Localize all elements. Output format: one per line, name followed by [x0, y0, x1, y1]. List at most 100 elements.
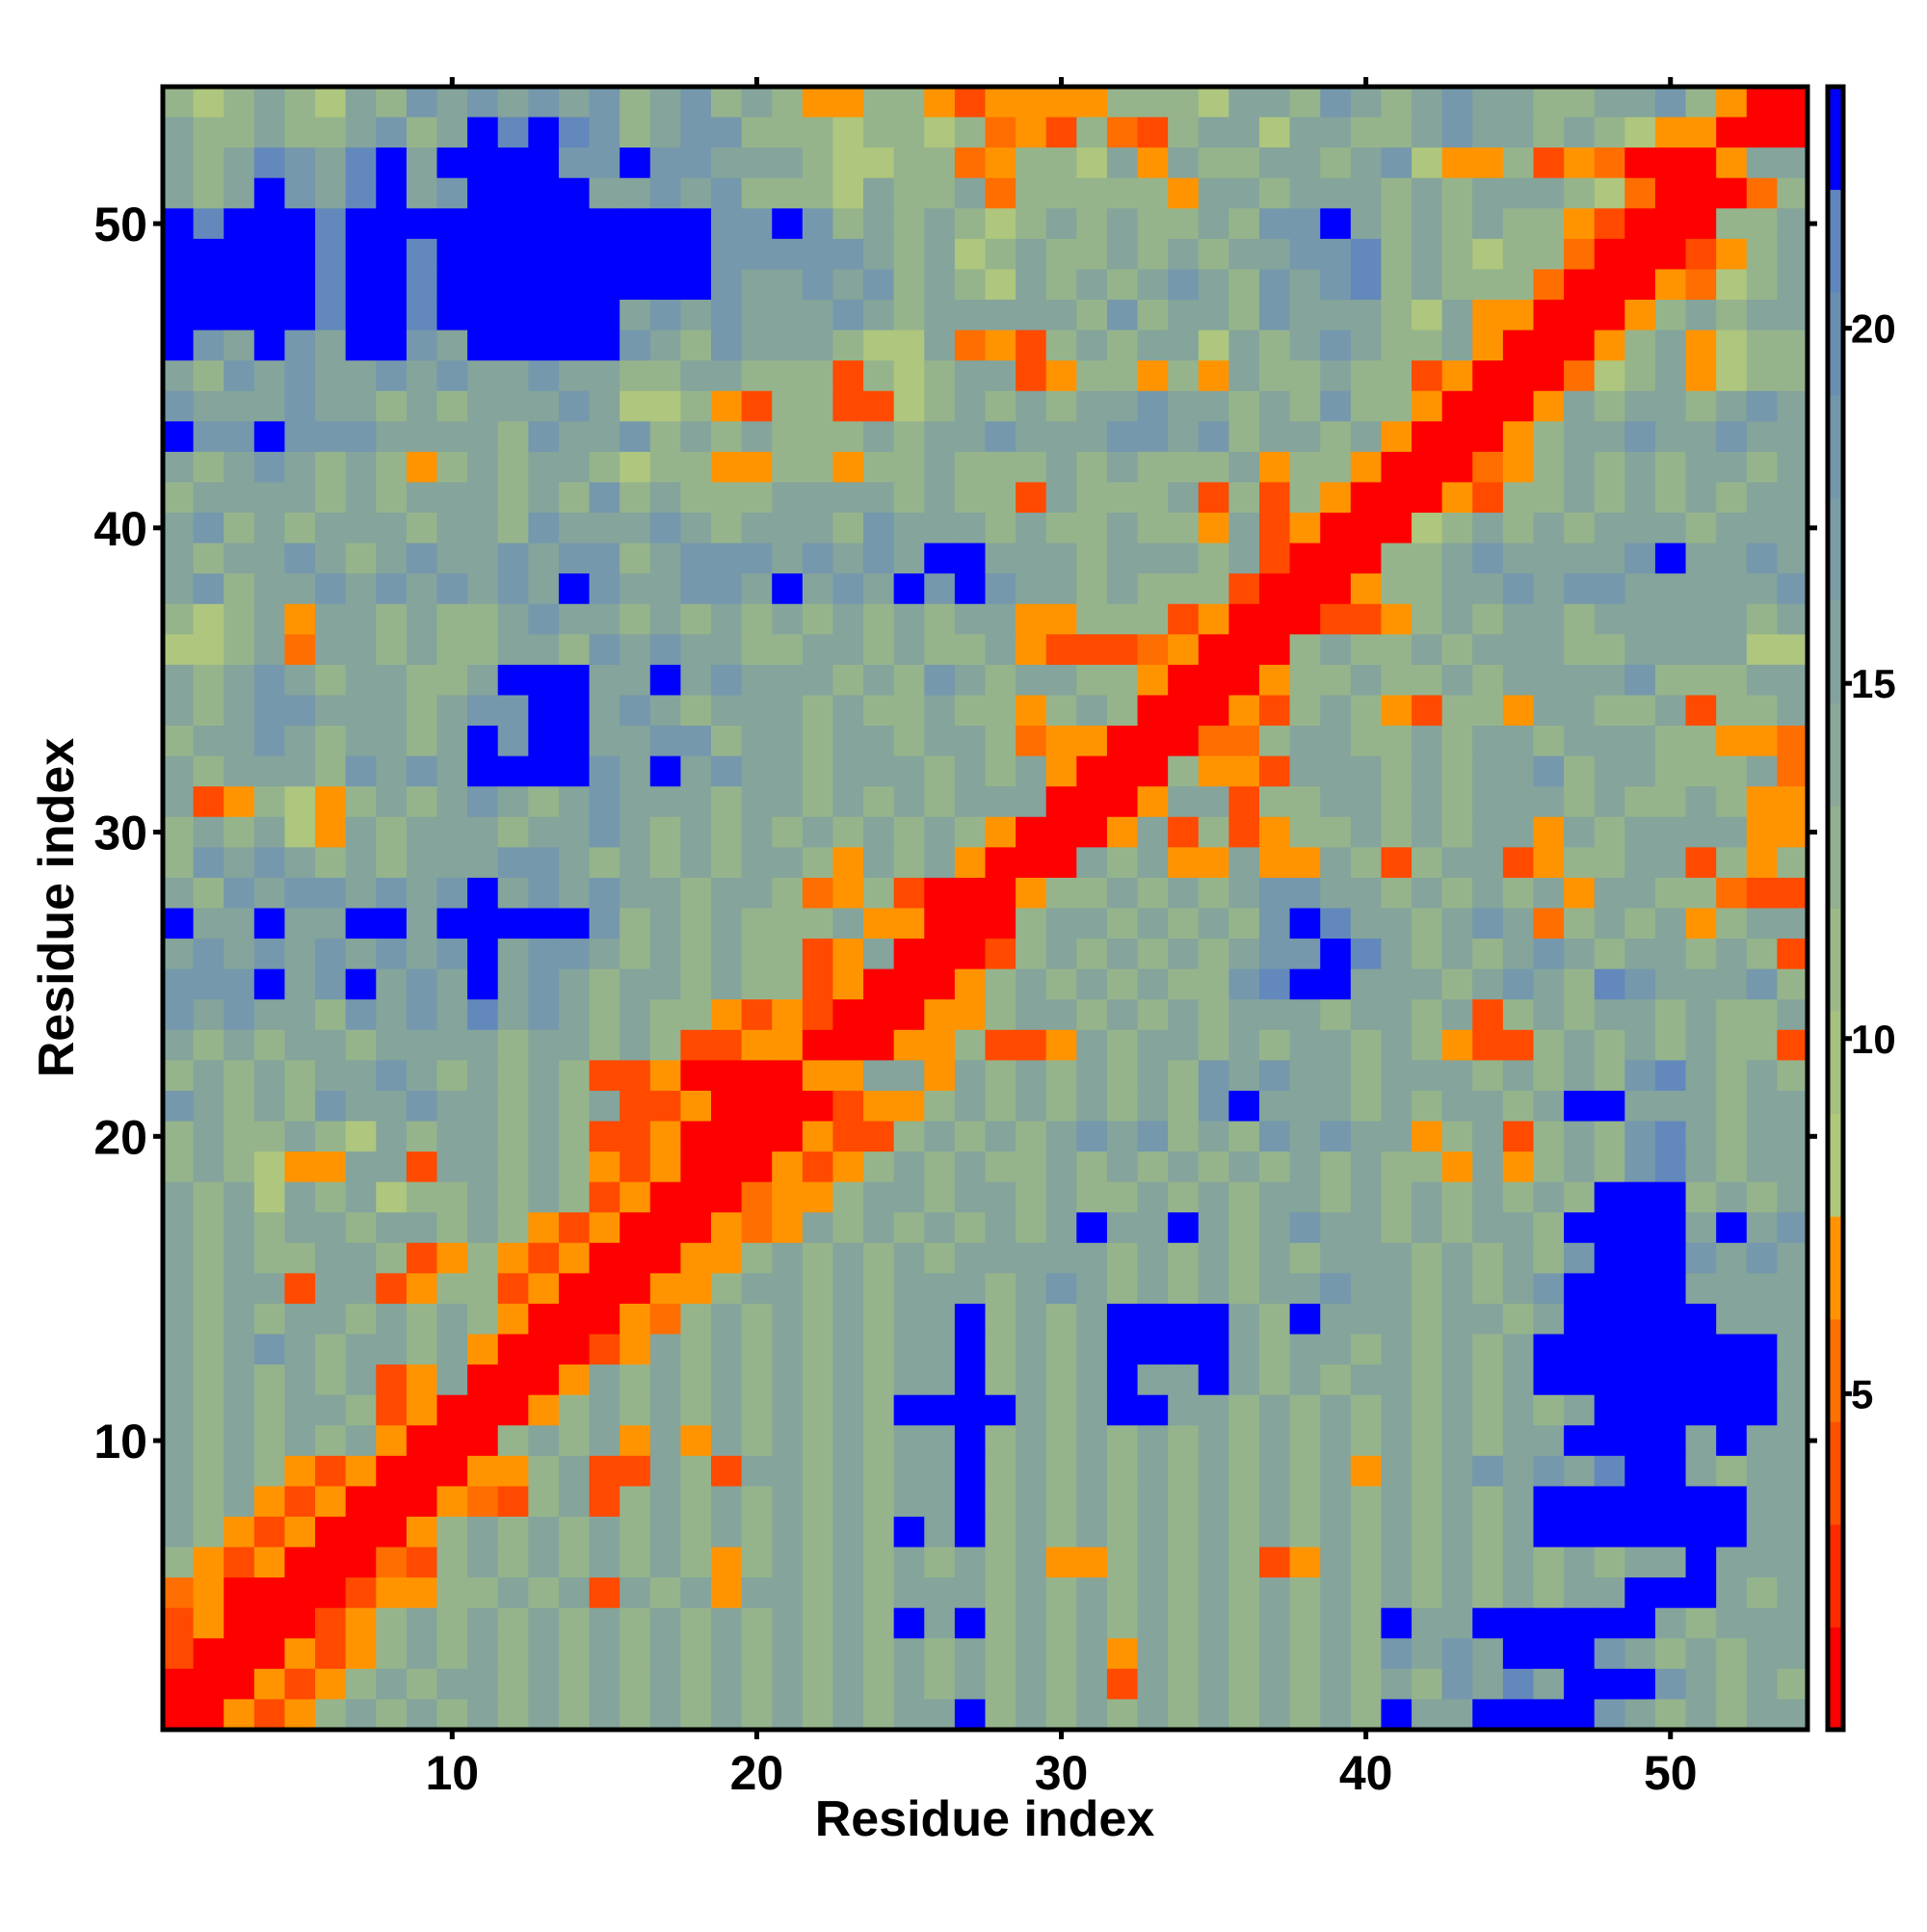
colorbar-tick-label: 15 [1851, 661, 1896, 706]
heatmap-cell [1564, 208, 1596, 240]
heatmap-cell [832, 543, 864, 574]
heatmap-cell [1441, 513, 1473, 544]
heatmap-cell [193, 451, 224, 484]
heatmap-cell [1381, 87, 1412, 119]
heatmap-cell [558, 87, 591, 119]
heatmap-cell [924, 1181, 956, 1213]
heatmap-cell [893, 755, 925, 787]
heatmap-cell [1716, 1699, 1748, 1731]
heatmap-cell [1533, 1638, 1565, 1670]
heatmap-cell [253, 1060, 286, 1092]
heatmap-cell [1412, 1121, 1443, 1152]
heatmap-cell [772, 451, 804, 484]
heatmap-cell [1716, 634, 1748, 666]
heatmap-cell [1777, 330, 1808, 361]
heatmap-cell [893, 968, 925, 1000]
heatmap-cell [1441, 695, 1473, 727]
heatmap-cell [1016, 816, 1047, 848]
heatmap-cell [772, 999, 804, 1031]
heatmap-cell [1168, 1029, 1200, 1061]
heatmap-cell [1106, 208, 1139, 240]
heatmap-cell [284, 208, 316, 240]
heatmap-cell [253, 1181, 286, 1213]
heatmap-cell [1624, 816, 1656, 848]
heatmap-cell [1412, 208, 1443, 240]
heatmap-cell [1076, 1516, 1108, 1548]
heatmap-cell [620, 87, 651, 119]
heatmap-cell [985, 1547, 1016, 1578]
heatmap-cell [1076, 1607, 1108, 1639]
heatmap-cell [1045, 664, 1077, 697]
heatmap-cell [1716, 1334, 1748, 1365]
heatmap-cell [924, 1364, 956, 1396]
heatmap-cell [1412, 269, 1443, 301]
heatmap-cell [528, 1607, 560, 1639]
heatmap-cell [1259, 1212, 1291, 1244]
heatmap-cell [1564, 1486, 1596, 1518]
heatmap-cell [467, 238, 499, 271]
heatmap-cell [1016, 513, 1047, 544]
heatmap-cell [224, 1212, 255, 1244]
heatmap-cell [1685, 1121, 1717, 1152]
heatmap-cell [1076, 1273, 1108, 1305]
heatmap-cell [1502, 208, 1535, 240]
heatmap-cell [1594, 543, 1625, 574]
heatmap-cell [1716, 1455, 1748, 1487]
heatmap-cell [1594, 634, 1625, 666]
heatmap-cell [924, 117, 956, 148]
heatmap-cell [436, 117, 468, 148]
heatmap-cell [772, 939, 804, 970]
heatmap-cell [711, 300, 743, 331]
heatmap-cell [1441, 1547, 1473, 1578]
heatmap-cell [1168, 1212, 1200, 1244]
heatmap-cell [649, 1638, 681, 1670]
heatmap-cell [467, 269, 499, 301]
heatmap-cell [832, 1547, 864, 1578]
heatmap-cell [1106, 1364, 1139, 1396]
heatmap-cell [467, 1394, 499, 1426]
heatmap-cell [224, 330, 255, 361]
heatmap-cell [711, 1577, 743, 1609]
heatmap-cell [1654, 330, 1687, 361]
heatmap-cell [1228, 177, 1260, 209]
heatmap-cell [1045, 513, 1077, 544]
heatmap-cell [406, 1029, 438, 1061]
heatmap-cell [1016, 87, 1047, 119]
heatmap-cell [558, 664, 591, 697]
heatmap-cell [1502, 1638, 1535, 1670]
heatmap-cell [924, 1516, 956, 1548]
heatmap-cell [924, 695, 956, 727]
heatmap-cell [1746, 390, 1778, 422]
heatmap-cell [680, 1212, 712, 1244]
heatmap-cell [772, 726, 804, 757]
heatmap-cell [620, 1638, 651, 1670]
heatmap-cell [620, 816, 651, 848]
heatmap-cell [589, 1516, 620, 1548]
heatmap-cell [376, 177, 408, 209]
heatmap-cell [1228, 390, 1260, 422]
heatmap-cell [528, 1394, 560, 1426]
heatmap-cell [193, 1151, 224, 1183]
heatmap-cell [589, 482, 620, 514]
heatmap-cell [467, 87, 499, 119]
heatmap-cell [558, 603, 591, 635]
heatmap-cell [1228, 87, 1260, 119]
heatmap-cell [315, 634, 347, 666]
heatmap-cell [1198, 1303, 1229, 1336]
heatmap-cell [1045, 238, 1077, 271]
heatmap-cell [1502, 573, 1535, 605]
heatmap-cell [863, 1121, 895, 1152]
heatmap-cell [1320, 603, 1352, 635]
heatmap-cell [802, 908, 834, 940]
heatmap-cell [924, 1303, 956, 1336]
heatmap-cell [1746, 573, 1778, 605]
heatmap-cell [985, 695, 1016, 727]
heatmap-cell [1320, 1455, 1352, 1487]
heatmap-cell [406, 1060, 438, 1092]
heatmap-cell [1441, 1060, 1473, 1092]
heatmap-cell [1777, 1273, 1808, 1305]
colorbar-band [1828, 292, 1843, 396]
heatmap-cell [467, 1029, 499, 1061]
heatmap-cell [1472, 1425, 1504, 1457]
heatmap-cell [1045, 999, 1077, 1031]
